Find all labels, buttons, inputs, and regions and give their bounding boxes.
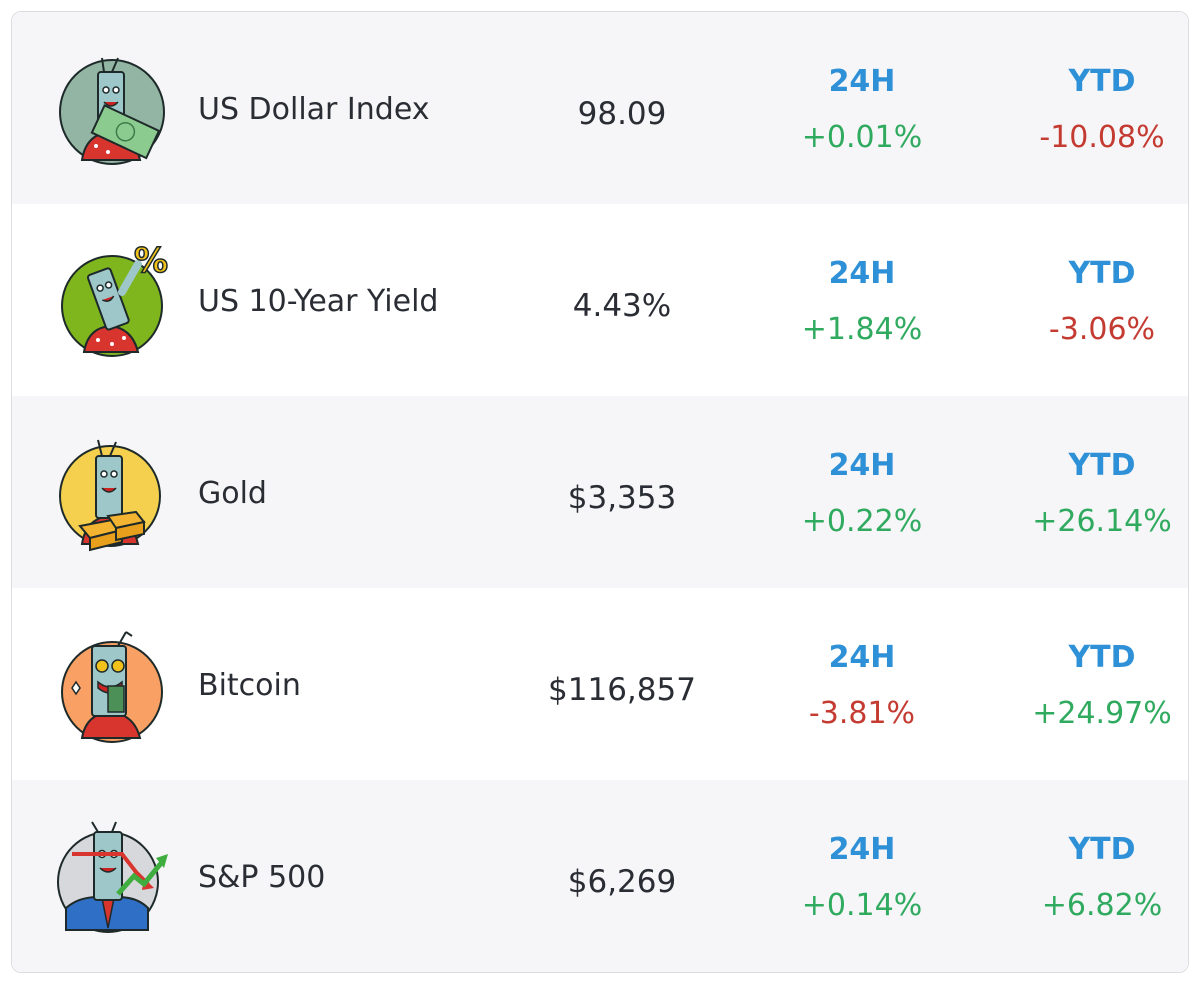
change-24h-value: +1.84% [801,312,923,347]
yield-mascot-icon: % [61,242,169,357]
change-ytd-label: YTD [1068,640,1136,675]
change-24h-value: +0.01% [801,120,923,155]
change-ytd-label: YTD [1068,64,1136,99]
asset-name: US 10-Year Yield [198,284,439,319]
asset-price: 4.43% [572,288,672,324]
change-ytd-value: -3.06% [1048,312,1156,347]
asset-row-us-10-year-yield[interactable]: % US 10-Year Yield 4.43% 24H +1.84% YTD … [12,204,1188,396]
change-24h-value: +0.14% [801,888,923,923]
change-ytd-label: YTD [1068,832,1136,867]
asset-price: $116,857 [548,672,696,708]
change-24h-value: +0.22% [801,504,923,539]
change-ytd-label: YTD [1068,256,1136,291]
asset-name: Gold [198,476,267,511]
change-ytd-value: -10.08% [1039,120,1165,155]
change-24h-label: 24H [828,640,896,675]
asset-name: Bitcoin [198,668,301,703]
asset-price: 98.09 [577,96,667,132]
change-ytd-value: +26.14% [1032,504,1172,539]
asset-row-gold[interactable]: Gold $3,353 24H +0.22% YTD +26.14% [12,396,1188,588]
asset-row-bitcoin[interactable]: Bitcoin $116,857 24H -3.81% YTD +24.97% [12,588,1188,780]
asset-row-us-dollar-index[interactable]: US Dollar Index 98.09 24H +0.01% YTD -10… [12,12,1188,204]
change-ytd-label: YTD [1068,448,1136,483]
asset-row-sp-500[interactable]: S&P 500 $6,269 24H +0.14% YTD +6.82% [12,780,1188,972]
change-24h-label: 24H [828,448,896,483]
bitcoin-mascot-icon [61,631,163,743]
asset-price: $6,269 [567,864,677,900]
change-24h-value: -3.81% [808,696,916,731]
svg-text:%: % [134,242,168,281]
gold-mascot-icon [59,439,161,552]
asset-name: US Dollar Index [198,92,430,127]
change-ytd-value: +6.82% [1041,888,1163,923]
change-ytd-value: +24.97% [1032,696,1172,731]
asset-name: S&P 500 [198,860,326,895]
asset-price: $3,353 [567,480,677,516]
change-24h-label: 24H [828,832,896,867]
change-24h-label: 24H [828,64,896,99]
dollar-mascot-icon [59,57,165,165]
market-overview-card: US Dollar Index 98.09 24H +0.01% YTD -10… [11,11,1189,973]
change-24h-label: 24H [828,256,896,291]
sp500-mascot-icon [57,821,168,933]
